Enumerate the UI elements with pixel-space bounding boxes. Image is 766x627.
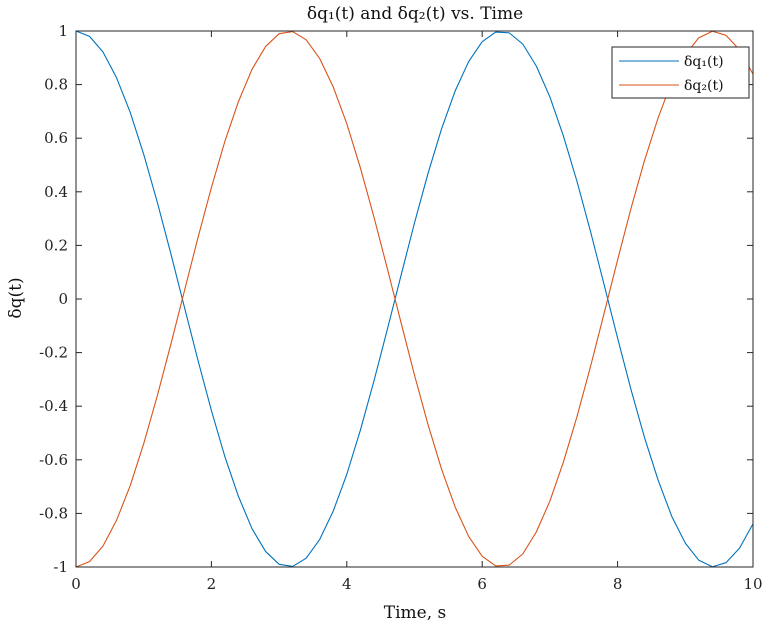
series-layer [75,30,754,568]
y-tick-label: 0.8 [44,76,68,94]
series-line-1 [75,30,754,568]
x-tick-label: 4 [342,575,352,593]
legend-label-q1: δq₁(t) [684,54,724,70]
y-tick-label: -1 [53,558,68,576]
x-axis-label: Time, s [384,603,447,623]
x-tick-label: 8 [613,575,623,593]
series-line-2 [75,30,754,568]
x-tick-label: 0 [71,575,81,593]
x-tick-label: 6 [477,575,487,593]
x-tick-label: 10 [743,575,762,593]
legend: δq₁(t) δq₂(t) [611,46,750,99]
y-tick-label: 0.2 [44,236,68,254]
chart-title: δq₁(t) and δq₂(t) vs. Time [307,4,523,24]
y-tick-label: -0.6 [39,451,68,469]
y-tick-label: 0.4 [44,183,68,201]
legend-box [611,46,750,99]
y-tick-label: 0 [58,290,68,308]
x-tick-label: 2 [207,575,217,593]
y-tick-label: 1 [58,22,68,40]
y-tick-label: -0.4 [39,397,68,415]
y-tick-label: -0.8 [39,504,68,522]
plot-area [76,31,753,567]
y-tick-label: 0.6 [44,129,68,147]
y-axis-label: δq(t) [6,277,26,318]
y-tick-label: -0.2 [39,344,68,362]
legend-label-q2: δq₂(t) [684,78,724,94]
